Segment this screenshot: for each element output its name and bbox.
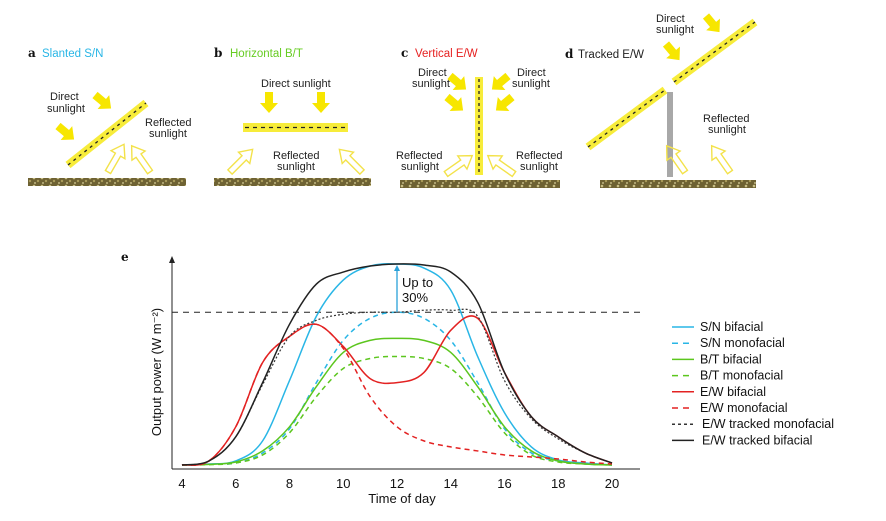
sun-arrow-icon [52, 119, 80, 147]
ground [600, 180, 756, 188]
x-tick-label: 16 [497, 476, 511, 491]
legend: S/N bifacial S/N monofacial B/T bifacial B/… [672, 320, 834, 447]
series-line-b-t-monofacial [181, 355, 613, 466]
reflected-arrow-icon [333, 143, 369, 179]
direct-label: Direct [517, 67, 546, 79]
reflected-arrow-icon [659, 140, 693, 178]
sun-arrow-icon [490, 90, 518, 118]
legend-label: B/T bifacial [700, 352, 762, 366]
reflected-label: Reflected [516, 150, 562, 162]
reflected-arrow-icon [704, 140, 738, 178]
reflected-arrow-icon [440, 148, 478, 182]
panel-d-tracked: d Tracked E/W Direct sunlight Reflected … [565, 10, 758, 188]
reflected-label: sunlight [520, 161, 558, 173]
direct-label: Direct sunlight [261, 78, 331, 90]
x-tick-label: 12 [390, 476, 404, 491]
reflected-arrow-icon [124, 140, 158, 178]
arrow-up-icon [394, 265, 400, 271]
x-tick-label: 8 [286, 476, 293, 491]
reflected-label: sunlight [708, 124, 746, 136]
legend-item: B/T bifacial [672, 352, 762, 366]
series-line-e-w-tracked-monofacial [181, 308, 613, 466]
legend-item: S/N bifacial [672, 320, 763, 334]
panel-letter: b [214, 46, 222, 60]
legend-label: E/W monofacial [700, 401, 788, 415]
panel-b-horizontal: b Horizontal B/T Direct sunlight Reflect… [214, 46, 371, 186]
sun-arrow-icon [486, 69, 514, 97]
panel-letter: d [565, 47, 574, 61]
reflected-arrow-icon [223, 143, 259, 179]
sun-arrow-icon [699, 10, 727, 38]
reflected-label: Reflected [703, 113, 749, 125]
legend-item: E/W bifacial [672, 385, 766, 399]
series-line-s-n-monofacial [181, 311, 613, 466]
solar-panel [475, 77, 483, 175]
direct-label: Direct [50, 91, 79, 103]
reflected-label: Reflected [145, 117, 191, 129]
annotation-text: 30% [402, 290, 428, 305]
reflected-label: sunlight [149, 128, 187, 140]
legend-item: B/T monofacial [672, 369, 783, 383]
reflected-label: Reflected [273, 150, 319, 162]
sun-arrow-icon [441, 90, 469, 118]
direct-label: sunlight [412, 78, 450, 90]
panel-c-vertical: c Vertical E/W Direct sunlight Direct su… [396, 46, 562, 188]
reflected-arrow-icon [482, 148, 520, 182]
x-tick-label: 20 [605, 476, 619, 491]
ground [400, 180, 560, 188]
reflected-label: Reflected [396, 150, 442, 162]
reflected-label: sunlight [277, 161, 315, 173]
direct-label: Direct [418, 67, 447, 79]
reflected-arrow-icon [100, 139, 132, 177]
series-line-e-w-monofacial [181, 323, 613, 466]
x-tick-label: 10 [336, 476, 350, 491]
series-line-b-t-bifacial [181, 337, 613, 466]
panel-title: Horizontal B/T [230, 48, 303, 60]
panel-title: Vertical E/W [415, 48, 478, 60]
y-axis-label: Output power (W m⁻²) [149, 308, 164, 436]
ground [28, 178, 186, 186]
legend-item: E/W tracked monofacial [672, 417, 834, 431]
x-tick-label: 14 [444, 476, 458, 491]
legend-item: S/N monofacial [672, 336, 785, 350]
direct-label: sunlight [512, 78, 550, 90]
panel-letter: e [121, 250, 129, 264]
sun-arrow-icon [89, 88, 117, 116]
legend-label: E/W tracked monofacial [702, 417, 834, 431]
y-axis-arrow-icon [169, 256, 175, 263]
direct-label: sunlight [47, 103, 85, 115]
panel-letter: c [401, 46, 408, 60]
annotation-text: Up to [402, 275, 433, 290]
direct-label: sunlight [656, 24, 694, 36]
sun-arrow-icon [260, 92, 278, 113]
panel-title: Tracked E/W [578, 49, 644, 61]
panel-title: Slanted S/N [42, 48, 103, 60]
ground [214, 178, 371, 186]
legend-item: E/W tracked bifacial [672, 433, 812, 447]
tracker-post [667, 92, 673, 177]
reflected-label: sunlight [401, 161, 439, 173]
panel-letter: a [28, 46, 36, 60]
legend-label: E/W tracked bifacial [702, 433, 812, 447]
sun-arrow-icon [659, 38, 687, 66]
direct-label: Direct [656, 13, 685, 25]
series-line-e-w-tracked-bifacial [181, 263, 613, 466]
x-tick-label: 4 [178, 476, 185, 491]
legend-label: E/W bifacial [700, 385, 766, 399]
x-axis-label: Time of day [368, 491, 436, 506]
x-tick-label: 6 [232, 476, 239, 491]
legend-label: B/T monofacial [700, 369, 783, 383]
panel-a-slanted: a Slanted S/N Direct sunlight Reflected … [28, 46, 191, 186]
legend-item: E/W monofacial [672, 401, 788, 415]
x-tick-label: 18 [551, 476, 565, 491]
legend-label: S/N monofacial [700, 336, 785, 350]
sun-arrow-icon [312, 92, 330, 113]
legend-label: S/N bifacial [700, 320, 763, 334]
